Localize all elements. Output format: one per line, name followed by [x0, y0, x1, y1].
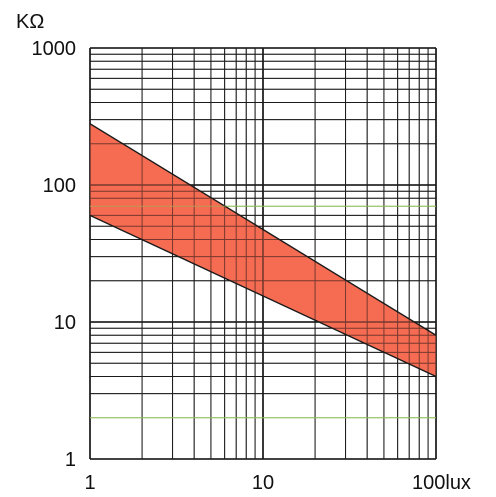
- y-axis-unit-label: KΩ: [16, 11, 44, 33]
- x-tick-label: 100lux: [412, 472, 471, 494]
- y-tick-label: 1000: [32, 38, 77, 60]
- x-tick-labels: 1 10 100lux: [84, 472, 471, 494]
- resistance-band-layer: [89, 47, 437, 460]
- x-tick-label: 10: [252, 472, 274, 494]
- y-tick-label: 10: [54, 312, 76, 334]
- y-tick-label: 100: [43, 175, 76, 197]
- x-tick-label: 1: [84, 472, 95, 494]
- y-tick-labels: 1 10 100 1000: [32, 38, 77, 471]
- y-tick-label: 1: [65, 449, 76, 471]
- grid-overlay: [89, 47, 437, 460]
